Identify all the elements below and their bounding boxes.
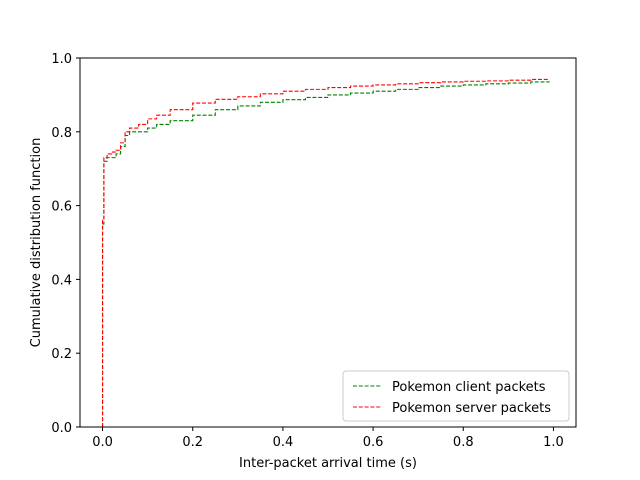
series-line-client [101, 81, 550, 427]
y-tick-label: 0.8 [51, 126, 72, 141]
x-tick-label: 0.4 [273, 435, 294, 450]
x-tick-label: 0.6 [363, 435, 384, 450]
x-tick-label: 0.8 [453, 435, 474, 450]
x-tick-label: 0.0 [92, 435, 113, 450]
ticks-layer: 0.0 0.2 0.4 0.6 0.8 1.0 0.0 0.2 0.4 0.6 0.8 1.0 [51, 52, 563, 450]
series-line-server [101, 78, 550, 427]
legend-box [342, 370, 570, 422]
x-axis-label: Inter-packet arrival time (s) [239, 456, 417, 471]
y-tick-label: 0.0 [51, 421, 72, 436]
plot-frame [79, 57, 577, 428]
y-axis-label: Cumulative distribution function [29, 138, 44, 348]
series-layer [101, 78, 550, 427]
x-tick-label: 1.0 [543, 435, 564, 450]
y-tick-label: 0.4 [51, 273, 72, 288]
y-tick-label: 0.2 [51, 347, 72, 362]
y-tick-label: 1.0 [51, 52, 72, 67]
legend: Pokemon client packets Pokemon server pac… [342, 370, 570, 422]
x-tick-label: 0.2 [182, 435, 203, 450]
legend-entry-label: Pokemon client packets [392, 380, 546, 395]
y-tick-label: 0.6 [51, 200, 72, 215]
legend-entry-label: Pokemon server packets [392, 401, 551, 416]
